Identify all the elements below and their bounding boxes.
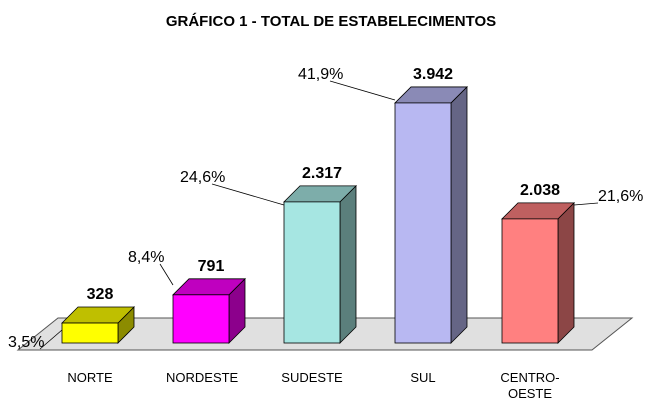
leader-line (329, 80, 396, 101)
bar (172, 294, 230, 344)
leader-line (573, 202, 599, 206)
x-tick-label: NORTE (67, 370, 113, 385)
percentage-label: 3,5% (8, 334, 44, 351)
bar (61, 322, 119, 344)
leader-line (159, 263, 174, 286)
x-tick-label: NORDESTE (166, 370, 239, 385)
value-label: 2.038 (520, 182, 560, 199)
x-tick-label: SUDESTE (281, 370, 343, 385)
chart-title: GRÁFICO 1 - TOTAL DE ESTABELECIMENTOS (166, 13, 496, 30)
bar (283, 201, 341, 344)
bar-side (557, 201, 575, 344)
value-label: 328 (87, 286, 114, 303)
bar-side (339, 184, 357, 344)
leader-line (39, 329, 63, 350)
percentage-label: 8,4% (128, 249, 164, 266)
value-label: 791 (198, 258, 225, 275)
value-label: 3.942 (413, 66, 453, 83)
leader-line (211, 183, 285, 206)
bar-side (450, 85, 468, 344)
value-label: 2.317 (302, 165, 342, 182)
percentage-label: 24,6% (180, 169, 225, 186)
bar (501, 218, 559, 344)
x-tick-label: SUL (410, 370, 436, 385)
percentage-label: 41,9% (298, 66, 343, 83)
percentage-label: 21,6% (598, 188, 643, 205)
bar (394, 102, 452, 344)
x-tick-label: CENTRO-OESTE (500, 370, 560, 401)
